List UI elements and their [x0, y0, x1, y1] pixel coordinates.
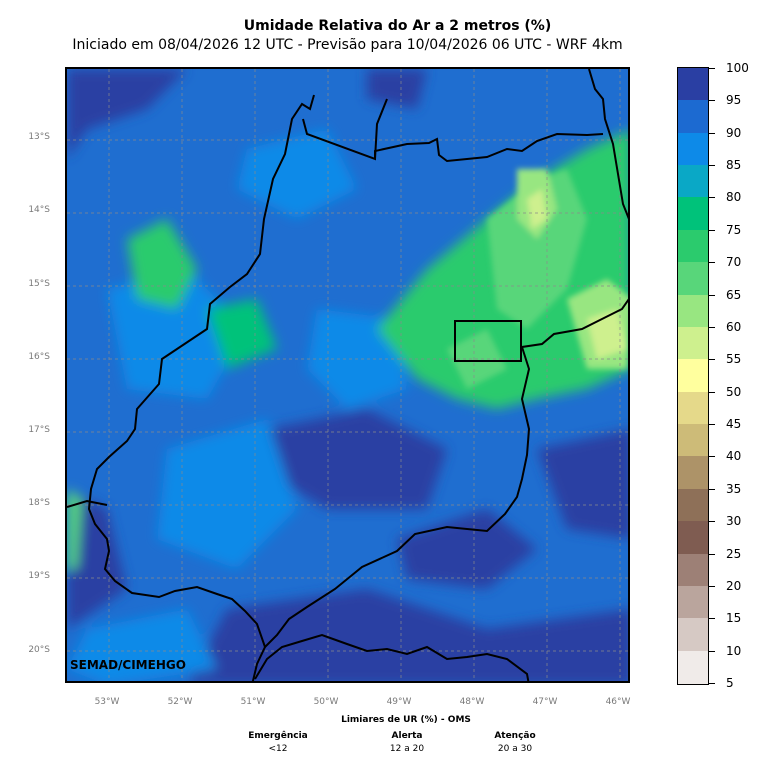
colorbar-tick: [709, 197, 715, 199]
colorbar-tick-label: 45: [726, 417, 742, 432]
colorbar-tick-label: 65: [726, 287, 742, 302]
colorbar-tick: [709, 262, 715, 264]
lon-label: 51°W: [240, 697, 266, 707]
colorbar-tick-label: 50: [726, 384, 742, 399]
colorbar-tick-label: 10: [726, 643, 742, 658]
colorbar-tick: [709, 456, 715, 458]
colorbar-tick-label: 75: [726, 222, 742, 237]
lat-label: 15°S: [28, 279, 50, 289]
colorbar-tick: [709, 683, 715, 684]
colorbar-segment: [678, 650, 708, 684]
lat-label: 20°S: [28, 645, 50, 655]
lon-label: 53°W: [94, 697, 120, 707]
colorbar-tick-label: 40: [726, 449, 742, 464]
threshold-range: 20 a 30: [497, 744, 533, 754]
colorbar-tick: [709, 359, 715, 361]
colorbar-segment: [678, 488, 708, 522]
colorbar-segment: [678, 618, 708, 652]
threshold-name: Atenção: [494, 731, 536, 741]
colorbar-tick-label: 80: [726, 190, 742, 205]
colorbar-tick-label: 70: [726, 255, 742, 270]
state-boundary: [87, 69, 628, 649]
lat-label: 18°S: [28, 498, 50, 508]
lon-label: 49°W: [386, 697, 412, 707]
colorbar-tick: [709, 132, 715, 134]
colorbar-tick: [709, 488, 715, 490]
colorbar-segment: [678, 326, 708, 360]
thresholds-title: Limiares de UR (%) - OMS: [341, 715, 471, 725]
lon-label: 47°W: [532, 697, 558, 707]
colorbar-segment: [678, 585, 708, 619]
colorbar-tick: [709, 391, 715, 393]
colorbar-tick-label: 20: [726, 578, 742, 593]
lat-label: 13°S: [28, 132, 50, 142]
map-subtitle: Iniciado em 08/04/2026 12 UTC - Previsão…: [72, 37, 623, 53]
colorbar-tick-label: 85: [726, 158, 742, 173]
lon-label: 46°W: [605, 697, 631, 707]
lon-label: 52°W: [167, 697, 193, 707]
colorbar-segment: [678, 132, 708, 166]
colorbar-tick: [709, 326, 715, 328]
colorbar-segment: [678, 197, 708, 231]
colorbar-segment: [678, 68, 708, 101]
colorbar-tick-label: 60: [726, 319, 742, 334]
colorbar-tick-label: 30: [726, 514, 742, 529]
colorbar-tick-label: 5: [726, 676, 734, 690]
lat-label: 17°S: [28, 425, 50, 435]
colorbar-segment: [678, 229, 708, 263]
map-title: Umidade Relativa do Ar a 2 metros (%): [243, 18, 552, 34]
colorbar-segment: [678, 521, 708, 555]
colorbar-tick: [709, 585, 715, 587]
colorbar-tick: [709, 553, 715, 555]
colorbar-segment: [678, 424, 708, 457]
colorbar-tick-label: 100: [726, 61, 749, 75]
colorbar-tick: [709, 424, 715, 426]
colorbar-tick: [709, 618, 715, 620]
threshold-attention: Atenção 20 a 30: [455, 731, 575, 754]
colorbar-segment: [678, 294, 708, 328]
federal-district-boundary: [454, 320, 522, 362]
humidity-field-map: [67, 69, 628, 681]
colorbar-tick: [709, 165, 715, 167]
threshold-name: Emergência: [248, 731, 308, 741]
colorbar-segment: [678, 165, 708, 199]
colorbar-tick: [709, 294, 715, 296]
colorbar-tick: [709, 68, 715, 69]
threshold-emergency: Emergência <12: [218, 731, 338, 754]
credit-label: SEMAD/CIMEHGO: [70, 658, 186, 672]
colorbar-segment: [678, 553, 708, 587]
map-panel[interactable]: SEMAD/CIMEHGO: [65, 67, 630, 683]
colorbar-tick: [709, 650, 715, 652]
colorbar-segment: [678, 359, 708, 393]
lat-label: 14°S: [28, 205, 50, 215]
lon-label: 50°W: [313, 697, 339, 707]
colorbar-tick-label: 15: [726, 611, 742, 626]
threshold-range: 12 a 20: [389, 744, 425, 754]
colorbar-tick-label: 25: [726, 546, 742, 561]
threshold-range: <12: [268, 744, 288, 754]
colorbar: [677, 67, 709, 685]
colorbar-segment: [678, 262, 708, 296]
threshold-name: Alerta: [391, 731, 423, 741]
colorbar-tick-label: 90: [726, 125, 742, 140]
colorbar-tick-label: 95: [726, 93, 742, 108]
colorbar-tick: [709, 521, 715, 523]
lat-label: 19°S: [28, 571, 50, 581]
lat-label: 16°S: [28, 352, 50, 362]
colorbar-segment: [678, 100, 708, 134]
colorbar-tick-label: 55: [726, 352, 742, 367]
lon-label: 48°W: [459, 697, 485, 707]
colorbar-segment: [678, 391, 708, 425]
colorbar-tick-label: 35: [726, 481, 742, 496]
colorbar-tick: [709, 229, 715, 231]
colorbar-tick: [709, 100, 715, 102]
colorbar-segment: [678, 456, 708, 490]
threshold-alert: Alerta 12 a 20: [347, 731, 467, 754]
